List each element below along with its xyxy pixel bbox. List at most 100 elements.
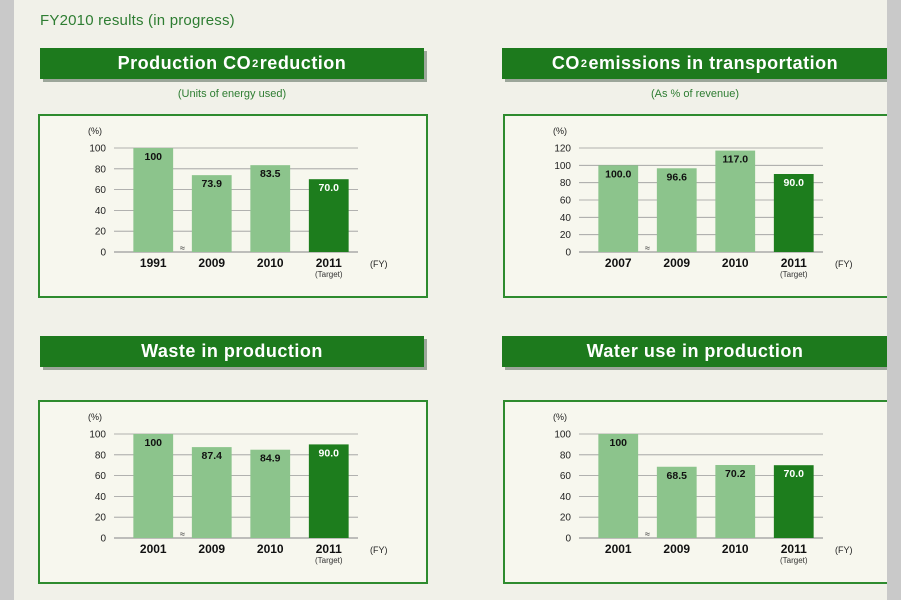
x-category-label: 2010 — [257, 256, 284, 270]
bar-value-label: 70.0 — [784, 468, 805, 480]
chart-subtitle-production-co2: (Units of energy used) — [177, 88, 287, 100]
bar — [308, 444, 349, 538]
bar — [598, 434, 639, 538]
y-tick-label: 120 — [554, 144, 571, 155]
bar-value-label: 96.6 — [667, 171, 688, 183]
page-heading: FY2010 results (in progress) — [40, 12, 235, 29]
target-label: (Target) — [315, 556, 343, 565]
y-tick-label: 0 — [565, 248, 571, 259]
bar-value-label: 117.0 — [722, 154, 748, 166]
bar — [773, 465, 814, 538]
x-category-label: 2001 — [605, 542, 632, 556]
bar — [715, 464, 756, 538]
x-category-label: 2010 — [722, 542, 749, 556]
x-category-label: 2009 — [663, 256, 690, 270]
y-tick-label: 80 — [560, 178, 572, 189]
y-axis-unit-label: (%) — [553, 412, 567, 422]
chart-title-banner-water: Water use in production — [502, 336, 888, 367]
bar — [656, 466, 697, 538]
bar-value-label: 100 — [144, 151, 162, 163]
y-tick-label: 0 — [100, 248, 106, 259]
y-tick-label: 20 — [560, 513, 572, 524]
bar — [191, 175, 232, 252]
x-category-label: 2001 — [140, 542, 167, 556]
bar — [133, 434, 174, 538]
bar — [250, 449, 291, 538]
bar — [715, 150, 756, 252]
x-category-label: 2009 — [663, 542, 690, 556]
banner-title-subscript: 2 — [580, 57, 588, 70]
x-category-label: 2011 — [781, 256, 807, 270]
x-category-label: 2007 — [605, 256, 632, 270]
x-category-label: 2010 — [722, 256, 749, 270]
chart-title-banner-transport-co2: CO 2 emissions in transportation — [502, 48, 888, 79]
chart-subtitle-transport-co2: (As % of revenue) — [650, 88, 740, 100]
banner-title-rest: reduction — [259, 53, 347, 73]
bar-value-label: 70.0 — [319, 182, 340, 194]
x-category-label: 2009 — [198, 256, 225, 270]
x-category-label: 2010 — [257, 542, 284, 556]
bar — [598, 165, 639, 252]
target-label: (Target) — [780, 556, 808, 565]
y-tick-label: 100 — [89, 430, 106, 441]
target-label: (Target) — [780, 270, 808, 279]
chart-title-banner-waste: Waste in production — [40, 336, 424, 367]
y-tick-label: 60 — [95, 471, 107, 482]
chart-panel-transport-co2: (%) 0 20 40 60 80 100 120 100.0 2007 96.6 2009 117.0… — [503, 114, 893, 298]
y-tick-label: 60 — [560, 196, 572, 207]
x-axis-unit-label: (FY) — [835, 259, 853, 269]
y-tick-label: 40 — [560, 492, 572, 503]
y-tick-label: 40 — [95, 492, 107, 503]
bar — [773, 174, 814, 252]
banner-title-subscript: 2 — [252, 57, 259, 70]
y-tick-label: 60 — [95, 185, 107, 196]
bar — [250, 165, 291, 252]
bar-chart-waste: (%) 0 20 40 60 80 100 100 2001 87.4 2009 84.9 2010 90… — [88, 412, 388, 565]
banner-title-main: Waste in production — [141, 341, 323, 361]
y-tick-label: 0 — [100, 534, 106, 545]
bar-chart-water: (%) 0 20 40 60 80 100 100 2001 68.5 2009 70.2 2010 70… — [553, 412, 853, 565]
right-border-strip — [887, 0, 901, 600]
banner-title-rest: emissions in transportation — [588, 53, 839, 73]
x-category-label: 2011 — [781, 542, 807, 556]
bar-value-label: 100.0 — [605, 168, 631, 180]
axis-break-mark: ≈ — [180, 529, 185, 539]
y-tick-label: 0 — [565, 534, 571, 545]
y-tick-label: 100 — [554, 430, 571, 441]
y-axis-unit-label: (%) — [553, 126, 567, 136]
bar-chart-transport-co2: (%) 0 20 40 60 80 100 120 100.0 2007 96.6 2009 117.0… — [553, 126, 853, 279]
y-tick-label: 80 — [560, 450, 572, 461]
bar-chart-production-co2: (%) 0 20 40 60 80 100 100 1991 73.9 2009 83.5 2010 70… — [88, 126, 388, 279]
x-category-label: 2011 — [316, 256, 342, 270]
bar — [308, 179, 349, 252]
x-axis-unit-label: (FY) — [370, 545, 388, 555]
bar-value-label: 68.5 — [667, 470, 688, 482]
bar-value-label: 83.5 — [260, 168, 281, 180]
y-tick-label: 20 — [95, 227, 107, 238]
bar-value-label: 100 — [144, 437, 162, 449]
bar-value-label: 70.2 — [725, 468, 746, 480]
x-axis-unit-label: (FY) — [835, 545, 853, 555]
chart-panel-waste: (%) 0 20 40 60 80 100 100 2001 87.4 2009 84.9 2010 90… — [38, 400, 428, 584]
y-axis-unit-label: (%) — [88, 412, 102, 422]
bar-value-label: 87.4 — [202, 450, 223, 462]
banner-title-main: Water use in production — [586, 341, 804, 361]
banner-title-main: Production CO — [117, 53, 252, 73]
y-tick-label: 40 — [560, 213, 572, 224]
bar-value-label: 90.0 — [319, 447, 340, 459]
y-tick-label: 20 — [95, 513, 107, 524]
axis-break-mark: ≈ — [180, 243, 185, 253]
y-tick-label: 80 — [95, 164, 107, 175]
y-tick-label: 20 — [560, 230, 572, 241]
target-label: (Target) — [315, 270, 343, 279]
bar — [656, 168, 697, 252]
chart-panel-water: (%) 0 20 40 60 80 100 100 2001 68.5 2009 70.2 2010 70… — [503, 400, 893, 584]
bar-value-label: 90.0 — [784, 177, 805, 189]
page: FY2010 results (in progress) Production … — [14, 0, 893, 600]
y-axis-unit-label: (%) — [88, 126, 102, 136]
axis-break-mark: ≈ — [645, 243, 650, 253]
banner-title-main: CO — [551, 53, 580, 73]
x-category-label: 2011 — [316, 542, 342, 556]
bar-value-label: 100 — [609, 437, 627, 449]
chart-title-banner-production-co2: Production CO 2 reduction — [40, 48, 424, 79]
